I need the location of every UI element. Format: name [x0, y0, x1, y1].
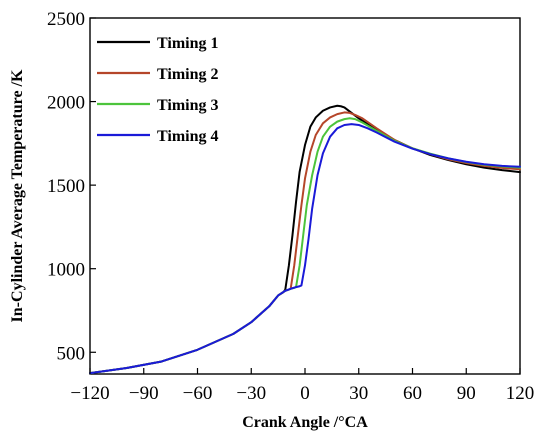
x-tick-label: 120	[506, 383, 535, 404]
y-tick-label: 2000	[47, 93, 85, 114]
y-tick-label: 2500	[47, 9, 85, 30]
series-line-timing-3	[89, 117, 521, 375]
legend-label-timing-2: Timing 2	[157, 66, 219, 83]
x-tick-label: −60	[183, 383, 213, 404]
legend-label-timing-1: Timing 1	[157, 35, 219, 52]
x-tick-label: −120	[70, 383, 109, 404]
x-axis-ticks: −120 −90 −60 −30 0 30 60 90 120	[70, 368, 534, 404]
legend: Timing 1 Timing 2 Timing 3 Timing 4	[97, 35, 219, 145]
x-tick-label: 60	[403, 383, 422, 404]
series-line-timing-4	[89, 123, 521, 375]
legend-label-timing-4: Timing 4	[157, 128, 219, 145]
x-tick-label: −90	[129, 383, 159, 404]
y-axis-title: In-Cylinder Average Temperature /K	[9, 69, 26, 322]
x-tick-label: 90	[457, 383, 476, 404]
y-tick-label: 500	[57, 343, 86, 364]
y-tick-label: 1000	[47, 260, 85, 281]
series-line-timing-1	[89, 104, 521, 375]
x-tick-label: 0	[300, 383, 310, 404]
x-axis-title: Crank Angle /°CA	[242, 414, 368, 431]
legend-label-timing-3: Timing 3	[157, 97, 219, 114]
series-line-timing-2	[89, 111, 521, 375]
x-tick-label: 30	[349, 383, 368, 404]
series-layer	[89, 104, 521, 375]
x-tick-label: −30	[236, 383, 266, 404]
plot-frame	[89, 17, 521, 375]
y-axis-ticks: 500 1000 1500 2000 2500	[47, 9, 96, 364]
y-tick-label: 1500	[47, 176, 85, 197]
